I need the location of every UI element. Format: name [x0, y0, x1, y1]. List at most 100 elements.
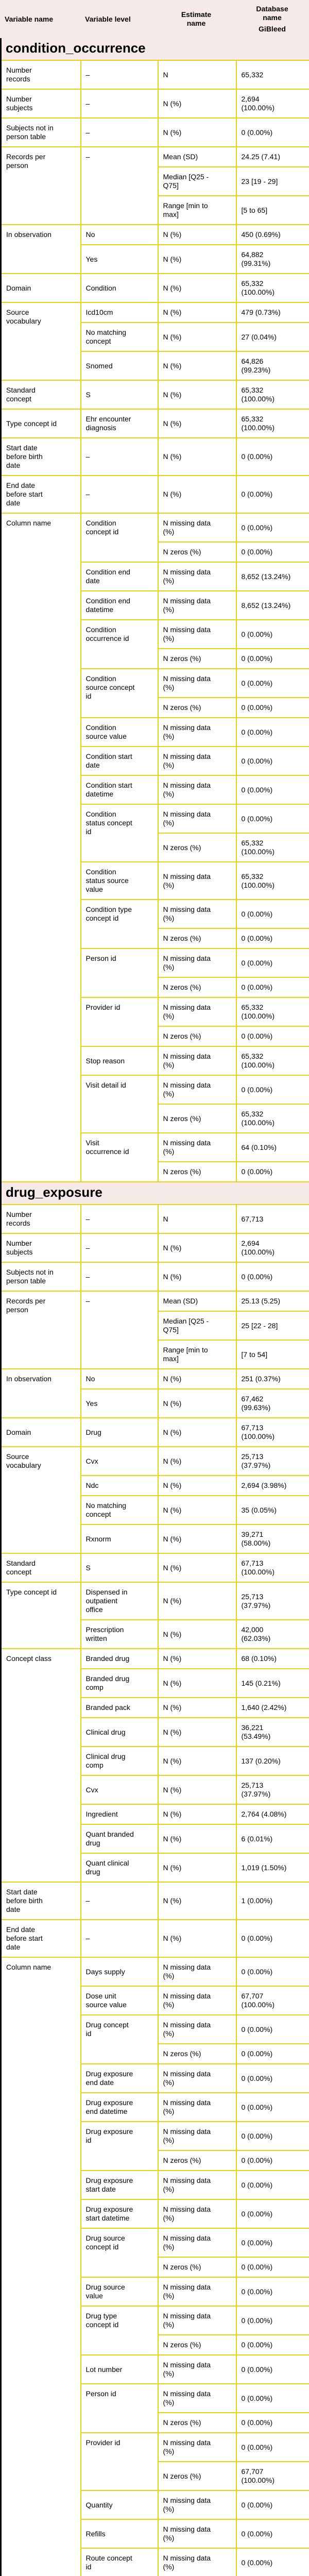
variable-level-cell: S: [80, 380, 159, 410]
table-row: N zeros (%) 0 (0.00%): [1, 648, 309, 669]
variable-level-cell: Drug type concept id: [80, 2306, 159, 2355]
estimate-name-cell: N (%): [157, 351, 237, 381]
variable-level-cell: Clinical drug: [80, 1717, 159, 1747]
estimate-name-cell: N: [157, 1204, 237, 1234]
table-row: Type concept id Dispensed in outpatient o…: [0, 1582, 309, 1649]
value-cell: 67,707 (100.00%): [235, 1986, 309, 2015]
value-cell: 0 (0.00%): [235, 2014, 309, 2044]
value-cell: 65,332 (100.00%): [235, 861, 309, 900]
value-cell: 251 (0.37%): [235, 1368, 309, 1389]
estimate-name-cell: N (%): [157, 1717, 237, 1747]
variable-name-cell: Start date before birth date: [0, 437, 81, 476]
variable-level-cell: Visit detail id: [80, 1075, 159, 1133]
table-row: Condition start datetime N missing data (…: [1, 775, 309, 805]
value-cell: 0 (0.00%): [235, 948, 309, 978]
variable-level-cell: –: [80, 60, 159, 90]
variable-level-cell: Drug source concept id: [80, 2228, 159, 2278]
variable-level-cell: –: [80, 437, 159, 476]
value-cell: 0 (0.00%): [235, 928, 309, 949]
table-header-row: Variable name Variable level Estimate na…: [0, 0, 309, 38]
value-cell: 0 (0.00%): [235, 2150, 309, 2171]
estimate-name-cell: N zeros (%): [157, 697, 237, 718]
estimate-name-cell: N missing data (%): [157, 2092, 237, 2122]
table-row: N zeros (%) 0 (0.00%): [1, 1026, 309, 1047]
variable-level-cell: Condition start datetime: [80, 775, 159, 805]
value-cell: 65,332 (100.00%): [235, 997, 309, 1027]
variable-name-cell: In observation: [0, 1368, 81, 1418]
value-cell: 39,271 (58.00%): [235, 1524, 309, 1554]
variable-name-cell: Type concept id: [0, 1582, 81, 1649]
table-row: Clinical drug comp N (%) 137 (0.20%): [1, 1746, 309, 1776]
estimate-name-cell: N (%): [157, 117, 237, 147]
value-cell: 0 (0.00%): [235, 1161, 309, 1182]
column-header-variable-name: Variable name: [5, 14, 54, 23]
value-cell: 0 (0.00%): [235, 717, 309, 747]
estimate-name-cell: N (%): [157, 302, 237, 323]
table-row: No matching concept N (%) 27 (0.04%): [1, 322, 309, 352]
estimate-name-cell: N missing data (%): [157, 2228, 237, 2258]
table-row: Condition occurrence id N missing data (%…: [1, 619, 309, 669]
estimate-name-cell: Median [Q25 - Q75]: [157, 166, 237, 196]
estimate-name-cell: N (%): [157, 437, 237, 476]
value-cell: 67,713 (100.00%): [235, 1417, 309, 1447]
table-row: Condition end date N missing data (%) 8,65…: [1, 562, 309, 591]
table-row: Drug exposure id N missing data (%) 0 (0.0…: [1, 2121, 309, 2171]
estimate-name-cell: N zeros (%): [157, 2412, 237, 2433]
table-row: N zeros (%) 0 (0.00%): [1, 1161, 309, 1182]
value-cell: 35 (0.05%): [235, 1495, 309, 1525]
estimate-name-cell: N missing data (%): [157, 804, 237, 834]
section-title: drug_exposure: [0, 1182, 309, 1204]
estimate-name-cell: N missing data (%): [157, 513, 237, 543]
estimate-name-cell: N zeros (%): [157, 1104, 237, 1133]
value-cell: 0 (0.00%): [235, 2170, 309, 2200]
table-row: Condition end datetime N missing data (%)…: [1, 590, 309, 620]
table-row: Visit occurrence id N missing data (%) 64 …: [1, 1132, 309, 1182]
variable-level-cell: Drug exposure end date: [80, 2063, 159, 2093]
estimate-name-cell: N missing data (%): [157, 2170, 237, 2200]
estimate-name-cell: N missing data (%): [157, 2277, 237, 2307]
variable-name-cell: Standard concept: [0, 1553, 81, 1583]
table-row: Domain Condition N (%) 65,332 (100.00%): [0, 273, 309, 303]
estimate-name-cell: Range [min to max]: [157, 1340, 237, 1369]
estimate-name-cell: N missing data (%): [157, 997, 237, 1027]
value-cell: 0 (0.00%): [235, 804, 309, 834]
table-row: Condition start date N missing data (%) 0 …: [1, 746, 309, 776]
value-cell: 145 (0.21%): [235, 1668, 309, 1698]
table-row: Person id N missing data (%) 0 (0.00%): [1, 2383, 309, 2433]
variable-name-cell: Records per person: [0, 146, 81, 225]
table-row: Type concept id Ehr encounter diagnosis N …: [0, 409, 309, 438]
value-cell: 25,713 (37.97%): [235, 1582, 309, 1620]
table-row: N zeros (%) 0 (0.00%): [1, 2412, 309, 2433]
value-cell: 479 (0.73%): [235, 302, 309, 323]
variable-level-cell: Person id: [80, 948, 159, 998]
variable-level-cell: Quantity: [80, 2490, 159, 2520]
value-cell: 25,713 (37.97%): [235, 1446, 309, 1476]
variable-level-cell: Refills: [80, 2519, 159, 2549]
estimate-name-cell: N (%): [157, 1582, 237, 1620]
table-row: Drug exposure start datetime N missing da…: [1, 2199, 309, 2229]
value-cell: 0 (0.00%): [235, 1262, 309, 1292]
table-row: Clinical drug N (%) 36,221 (53.49%): [1, 1717, 309, 1747]
table-row: Range [min to max] [5 to 65]: [1, 195, 309, 225]
table-row: N zeros (%) 65,332 (100.00%): [1, 1104, 309, 1133]
column-header-estimate-name: Estimate name: [181, 10, 212, 27]
value-cell: 68 (0.10%): [235, 1648, 309, 1669]
value-cell: 0 (0.00%): [235, 2548, 309, 2576]
value-cell: 65,332 (100.00%): [235, 380, 309, 410]
variable-level-cell: Condition status concept id: [80, 804, 159, 862]
value-cell: 25,713 (37.97%): [235, 1775, 309, 1805]
value-cell: 0 (0.00%): [235, 2490, 309, 2520]
estimate-name-cell: N missing data (%): [157, 1986, 237, 2015]
estimate-name-cell: N missing data (%): [157, 1957, 237, 1987]
estimate-name-cell: N (%): [157, 1804, 237, 1825]
estimate-name-cell: Range [min to max]: [157, 195, 237, 225]
variable-level-cell: Visit occurrence id: [80, 1132, 159, 1182]
table-row: Median [Q25 - Q75] 25 [22 - 28]: [1, 1311, 309, 1341]
estimate-name-cell: N missing data (%): [157, 668, 237, 698]
variable-level-cell: Dose unit source value: [80, 1986, 159, 2015]
variable-level-cell: –: [80, 146, 159, 225]
variable-level-cell: Cvx: [80, 1775, 159, 1805]
estimate-name-cell: N (%): [157, 273, 237, 303]
value-cell: 0 (0.00%): [235, 2306, 309, 2335]
variable-name-cell: Source vocabulary: [0, 1446, 81, 1554]
